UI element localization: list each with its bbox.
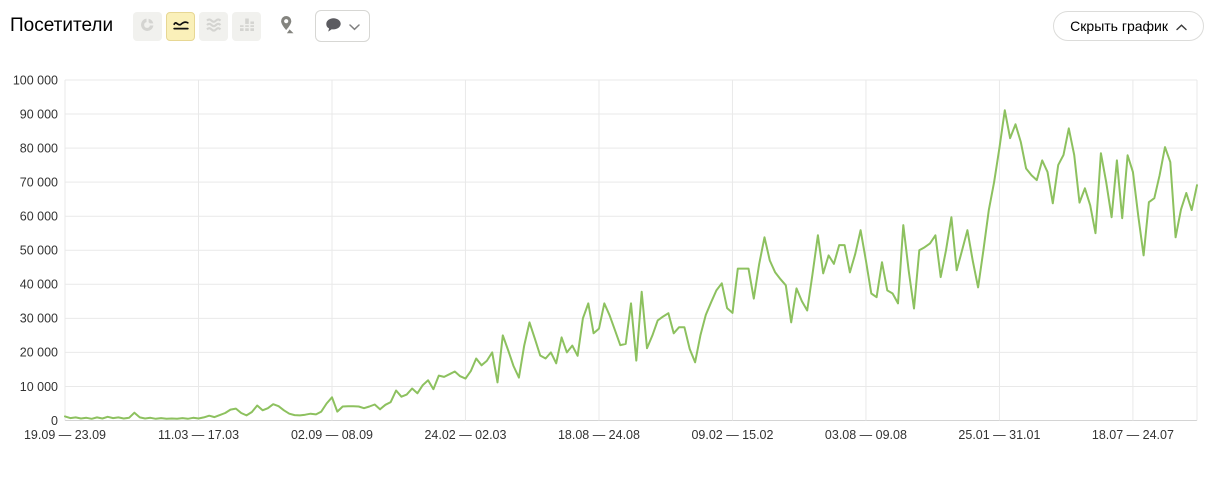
x-axis-label: 18.07 — 24.07 — [1092, 428, 1174, 442]
chart-type-columns-button[interactable] — [232, 11, 262, 41]
y-axis-label: 90 000 — [20, 107, 58, 121]
map-button[interactable] — [274, 12, 300, 41]
y-axis-label: 40 000 — [20, 278, 58, 292]
chart-type-stacked-area-button[interactable] — [199, 11, 229, 41]
columns-chart-icon — [238, 16, 256, 37]
line-chart-icon — [172, 16, 190, 37]
y-axis-label: 80 000 — [20, 141, 58, 155]
x-axis-label: 18.08 — 24.08 — [558, 428, 640, 442]
x-axis-label: 19.09 — 23.09 — [24, 428, 106, 442]
y-axis-label: 100 000 — [13, 73, 58, 87]
y-axis-label: 20 000 — [20, 346, 58, 360]
x-axis-label: 09.02 — 15.02 — [691, 428, 773, 442]
y-axis-label: 50 000 — [20, 244, 58, 258]
map-pin-icon — [276, 14, 298, 39]
y-axis-label: 0 — [51, 414, 58, 428]
x-axis-label: 11.03 — 17.03 — [158, 428, 239, 442]
chevron-down-icon — [349, 19, 360, 34]
pie-chart-icon — [139, 16, 156, 36]
panel-header: Посетители — [0, 0, 1217, 42]
hide-chart-label: Скрыть график — [1070, 18, 1168, 34]
y-axis-label: 70 000 — [20, 175, 58, 189]
x-axis-label: 02.09 — 08.09 — [291, 428, 373, 442]
hide-chart-button[interactable]: Скрыть график — [1053, 11, 1204, 41]
x-axis-label: 24.02 — 02.03 — [424, 428, 506, 442]
y-axis-label: 10 000 — [20, 380, 58, 394]
y-axis-label: 30 000 — [20, 312, 58, 326]
chart-type-toolbar — [133, 10, 371, 42]
chevron-up-icon — [1176, 18, 1187, 34]
speech-bubble-icon — [325, 17, 342, 36]
visitors-series-line[interactable] — [64, 109, 1198, 420]
stacked-waves-icon — [205, 16, 223, 37]
chart-type-line-button[interactable] — [166, 11, 196, 41]
annotations-dropdown-button[interactable] — [315, 10, 371, 42]
chart-type-pie-button[interactable] — [133, 11, 163, 41]
panel-title: Посетители — [10, 15, 114, 36]
x-axis-label: 03.08 — 09.08 — [825, 428, 907, 442]
y-axis-label: 60 000 — [20, 210, 58, 224]
x-axis-label: 25.01 — 31.01 — [958, 428, 1040, 442]
